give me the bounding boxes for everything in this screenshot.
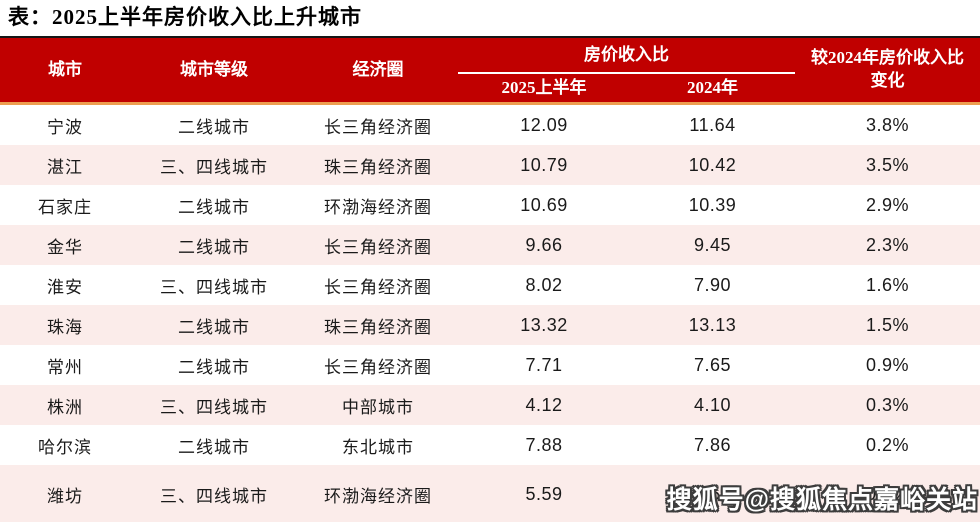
column-header-tier: 城市等级: [130, 38, 298, 104]
cell-ratio-2025h1: 8.02: [458, 265, 630, 305]
cell-region: 珠三角经济圈: [298, 305, 458, 345]
title-divider: [0, 36, 980, 38]
column-header-region: 经济圈: [298, 38, 458, 104]
sohu-watermark: 搜狐号@搜狐焦点嘉峪关站: [666, 486, 978, 514]
cell-region: 环渤海经济圈: [298, 185, 458, 225]
cell-tier: 二线城市: [130, 102, 298, 145]
cell-change: 3.8%: [795, 102, 980, 145]
cell-city: 石家庄: [0, 185, 130, 225]
cell-city: 淮安: [0, 265, 130, 305]
table-row: 珠海 二线城市 珠三角经济圈 13.32 13.13 1.5%: [0, 305, 980, 345]
table-row: 金华 二线城市 长三角经济圈 9.66 9.45 2.3%: [0, 225, 980, 265]
page-title: 表：2025上半年房价收入比上升城市: [8, 5, 362, 29]
cell-ratio-2025h1: 10.79: [458, 145, 630, 185]
cell-region: 长三角经济圈: [298, 345, 458, 385]
table-row: 常州 二线城市 长三角经济圈 7.71 7.65 0.9%: [0, 345, 980, 385]
table-body: 宁波 二线城市 长三角经济圈 12.09 11.64 3.8% 湛江 三、四线城市 珠三角经济圈…: [0, 102, 980, 522]
cell-city: 株洲: [0, 385, 130, 425]
cell-change: 3.5%: [795, 145, 980, 185]
cell-change: 0.9%: [795, 345, 980, 385]
cell-city: 金华: [0, 225, 130, 265]
cell-ratio-2024: 5.58: [630, 465, 795, 522]
column-header-change: 较2024年房价收入比变化: [795, 38, 980, 104]
cell-tier: 三、四线城市: [130, 465, 298, 522]
cell-tier: 三、四线城市: [130, 265, 298, 305]
cell-ratio-2024: 9.45: [630, 225, 795, 265]
cell-ratio-2024: 7.65: [630, 345, 795, 385]
cell-ratio-2024: 4.10: [630, 385, 795, 425]
table-row: 石家庄 二线城市 环渤海经济圈 10.69 10.39 2.9%: [0, 185, 980, 225]
cell-change: 0.2%: [795, 465, 980, 522]
cell-region: 环渤海经济圈: [298, 465, 458, 522]
cell-city: 宁波: [0, 102, 130, 145]
cell-region: 中部城市: [298, 385, 458, 425]
cell-tier: 二线城市: [130, 185, 298, 225]
cell-ratio-2024: 11.64: [630, 102, 795, 145]
cell-region: 珠三角经济圈: [298, 145, 458, 185]
cell-region: 长三角经济圈: [298, 225, 458, 265]
cell-change: 2.3%: [795, 225, 980, 265]
cell-ratio-2024: 10.42: [630, 145, 795, 185]
table-row: 潍坊 三、四线城市 环渤海经济圈 5.59 5.58 0.2%: [0, 465, 980, 522]
cell-region: 东北城市: [298, 425, 458, 465]
cell-city: 常州: [0, 345, 130, 385]
price-income-ratio-table: 城市 城市等级 经济圈 房价收入比 较2024年房价收入比变化 2025上半年 …: [0, 38, 980, 522]
cell-city: 湛江: [0, 145, 130, 185]
cell-change: 0.2%: [795, 425, 980, 465]
cell-ratio-2024: 7.90: [630, 265, 795, 305]
cell-ratio-2025h1: 10.69: [458, 185, 630, 225]
column-header-2025h1: 2025上半年: [458, 73, 630, 104]
column-header-2024: 2024年: [630, 73, 795, 104]
cell-ratio-2025h1: 7.71: [458, 345, 630, 385]
table-row: 湛江 三、四线城市 珠三角经济圈 10.79 10.42 3.5%: [0, 145, 980, 185]
cell-region: 长三角经济圈: [298, 265, 458, 305]
cell-ratio-2025h1: 7.88: [458, 425, 630, 465]
cell-tier: 三、四线城市: [130, 145, 298, 185]
cell-change: 2.9%: [795, 185, 980, 225]
cell-tier: 三、四线城市: [130, 385, 298, 425]
column-group-ratio: 房价收入比: [458, 38, 795, 74]
cell-ratio-2025h1: 13.32: [458, 305, 630, 345]
cell-change: 1.6%: [795, 265, 980, 305]
cell-ratio-2025h1: 4.12: [458, 385, 630, 425]
cell-ratio-2024: 7.86: [630, 425, 795, 465]
cell-tier: 二线城市: [130, 345, 298, 385]
cell-change: 0.3%: [795, 385, 980, 425]
table-row: 宁波 二线城市 长三角经济圈 12.09 11.64 3.8%: [0, 102, 980, 145]
cell-ratio-2024: 10.39: [630, 185, 795, 225]
column-header-city: 城市: [0, 38, 130, 104]
cell-region: 长三角经济圈: [298, 102, 458, 145]
cell-change: 1.5%: [795, 305, 980, 345]
table-header: 城市 城市等级 经济圈 房价收入比 较2024年房价收入比变化 2025上半年 …: [0, 38, 980, 104]
table-row: 哈尔滨 二线城市 东北城市 7.88 7.86 0.2%: [0, 425, 980, 465]
cell-ratio-2025h1: 12.09: [458, 102, 630, 145]
cell-ratio-2024: 13.13: [630, 305, 795, 345]
table-row: 淮安 三、四线城市 长三角经济圈 8.02 7.90 1.6%: [0, 265, 980, 305]
cell-tier: 二线城市: [130, 425, 298, 465]
cell-tier: 二线城市: [130, 305, 298, 345]
table-row: 株洲 三、四线城市 中部城市 4.12 4.10 0.3%: [0, 385, 980, 425]
cell-ratio-2025h1: 5.59: [458, 465, 630, 522]
cell-city: 哈尔滨: [0, 425, 130, 465]
cell-city: 潍坊: [0, 465, 130, 522]
cell-tier: 二线城市: [130, 225, 298, 265]
cell-city: 珠海: [0, 305, 130, 345]
cell-ratio-2025h1: 9.66: [458, 225, 630, 265]
